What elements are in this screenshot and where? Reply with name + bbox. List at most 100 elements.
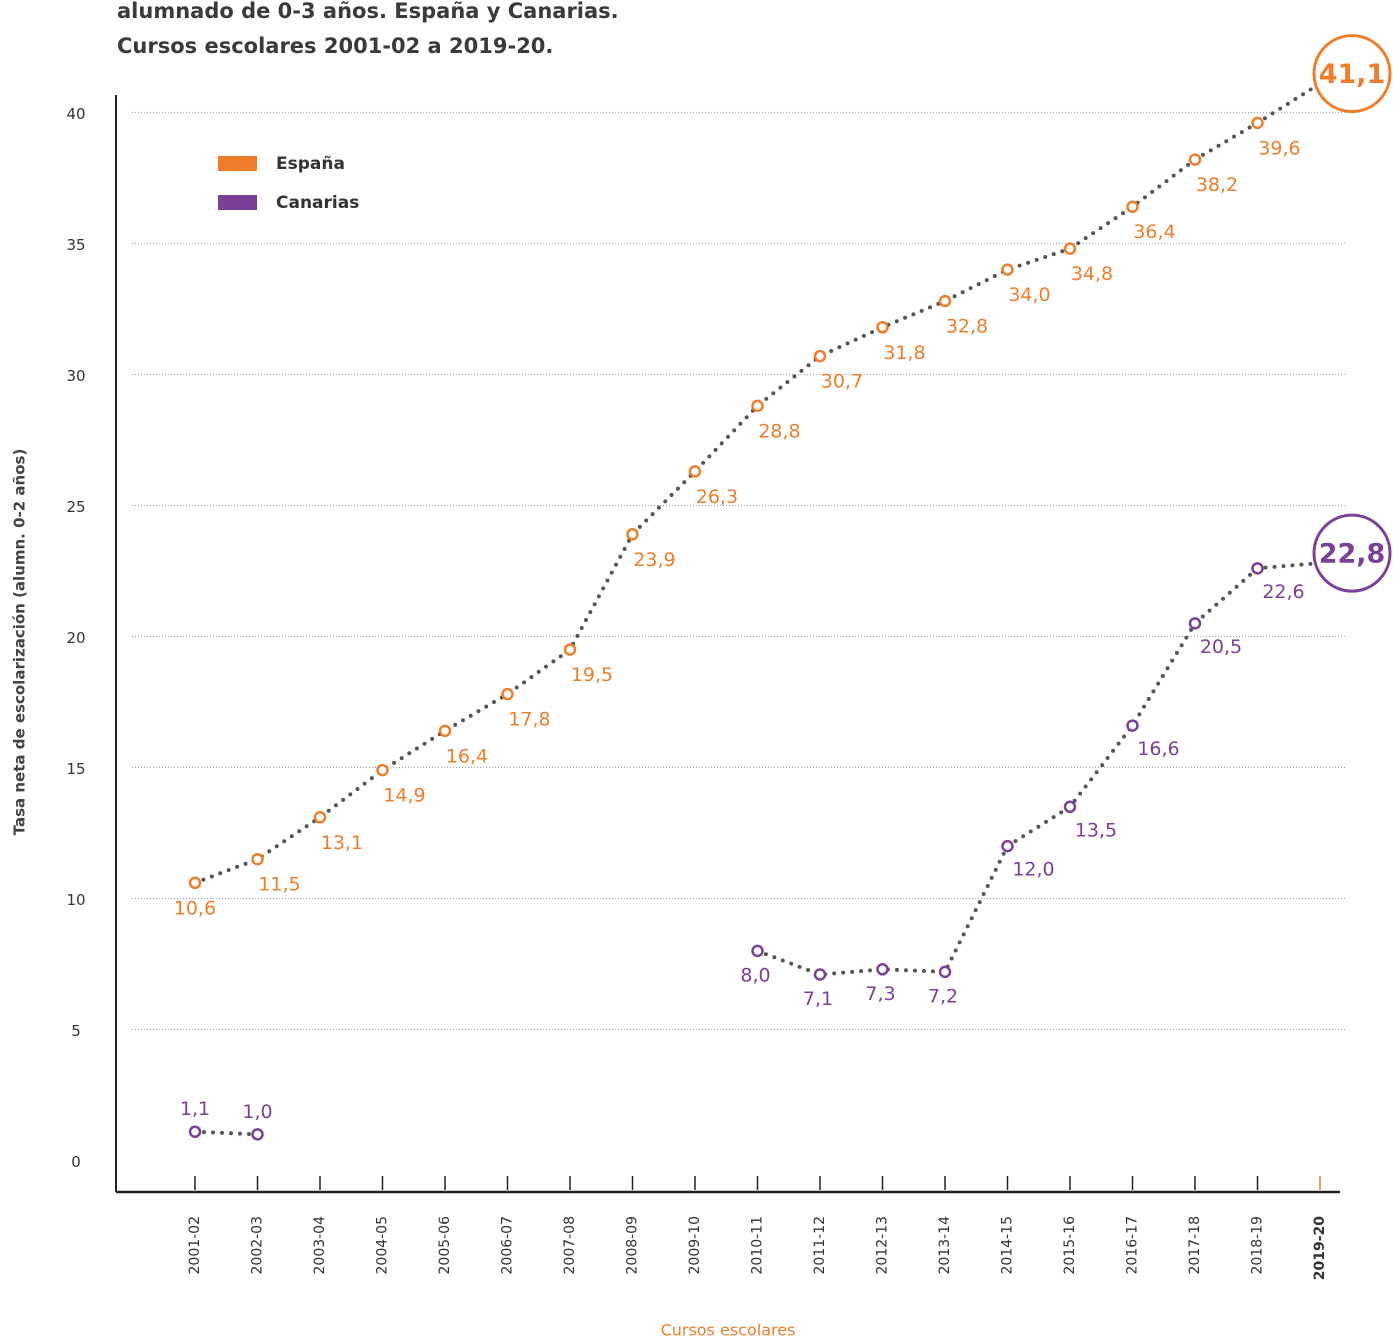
marker <box>188 876 202 890</box>
marker <box>1001 263 1014 276</box>
data-label: 17,8 <box>508 709 550 731</box>
marker <box>938 294 952 308</box>
data-label: 7,3 <box>865 983 895 1005</box>
marker <box>1188 153 1202 166</box>
marker <box>251 1128 264 1141</box>
data-label: 19,5 <box>571 664 613 686</box>
marker <box>1063 242 1077 255</box>
data-label: 38,2 <box>1196 174 1238 196</box>
x-axis-label: Cursos escolares <box>661 1321 796 1340</box>
marker <box>1251 562 1264 575</box>
marker <box>438 724 452 738</box>
data-label: 41,1 <box>1319 59 1386 90</box>
marker <box>251 852 264 866</box>
data-label: 10,6 <box>174 897 216 919</box>
x-tick-label: 2014-15 <box>1000 1216 1016 1275</box>
y-tick-label: 30 <box>66 367 85 385</box>
x-tick-label: 2001-02 <box>187 1216 203 1275</box>
x-tick-label: 2005-06 <box>437 1216 453 1275</box>
data-label: 22,6 <box>1262 581 1304 603</box>
marker <box>1251 116 1264 130</box>
highlight-marker <box>1312 513 1392 593</box>
x-tick-label: 2012-13 <box>875 1216 891 1275</box>
y-tick-label: 35 <box>66 236 85 254</box>
data-label: 28,8 <box>758 420 800 442</box>
marker <box>813 968 827 981</box>
marker <box>876 321 889 334</box>
marker <box>1188 617 1202 630</box>
highlight-marker <box>1312 34 1392 114</box>
data-label: 22,8 <box>1319 539 1386 570</box>
data-label: 1,0 <box>242 1101 272 1123</box>
data-label: 11,5 <box>258 874 300 896</box>
x-tick-label: 2018-19 <box>1250 1216 1266 1275</box>
marker <box>1126 200 1139 213</box>
x-tick-label: 2007-08 <box>562 1216 578 1275</box>
x-tick-label: 2010-11 <box>750 1216 766 1275</box>
marker <box>1063 800 1077 814</box>
data-label: 16,4 <box>446 745 488 767</box>
x-tick-label: 2015-16 <box>1062 1216 1078 1275</box>
marker <box>501 687 514 701</box>
marker <box>1126 719 1139 732</box>
legend-label: Canarias <box>276 193 359 213</box>
marker <box>376 763 389 777</box>
marker <box>688 465 702 478</box>
data-label: 12,0 <box>1012 859 1054 881</box>
data-label: 8,0 <box>740 964 770 986</box>
x-tick-label: 2002-03 <box>250 1216 266 1275</box>
marker <box>751 399 764 413</box>
marker <box>1001 839 1014 853</box>
data-label: 23,9 <box>633 549 675 571</box>
data-label: 1,1 <box>180 1098 210 1120</box>
y-tick-label: 5 <box>71 1022 81 1040</box>
legend-swatch <box>218 195 257 210</box>
data-label: 39,6 <box>1258 137 1300 159</box>
y-tick-label: 25 <box>66 498 85 516</box>
marker <box>313 811 327 824</box>
series-line <box>193 1129 260 1137</box>
x-tick-label: 2013-14 <box>937 1216 953 1275</box>
data-label: 30,7 <box>821 371 863 393</box>
x-tick-label: 2016-17 <box>1125 1216 1141 1275</box>
y-tick-label: 0 <box>71 1153 81 1171</box>
legend-label: España <box>276 154 345 174</box>
marker <box>938 965 952 979</box>
marker <box>751 944 764 958</box>
series-line <box>193 81 1322 885</box>
data-label: 13,5 <box>1075 819 1117 841</box>
marker <box>626 528 639 541</box>
data-label: 20,5 <box>1200 636 1242 658</box>
chart-subtitle: Cursos escolares 2001-02 a 2019-20. <box>117 34 553 58</box>
x-tick-label: 2017-18 <box>1187 1216 1203 1275</box>
x-tick-label: 2003-04 <box>312 1216 328 1275</box>
data-label: 26,3 <box>696 486 738 508</box>
x-tick-label: 2006-07 <box>500 1216 516 1275</box>
marker <box>563 643 577 656</box>
y-tick-label: 10 <box>66 891 85 909</box>
marker <box>188 1125 202 1138</box>
data-label: 7,1 <box>803 988 833 1010</box>
y-tick-label: 40 <box>66 105 85 123</box>
x-tick-label: 2004-05 <box>375 1216 391 1275</box>
data-label: 14,9 <box>383 785 425 807</box>
data-label: 13,1 <box>321 832 363 854</box>
chart-title: alumnado de 0-3 años. España y Canarias. <box>117 0 619 23</box>
data-label: 31,8 <box>883 342 925 364</box>
data-label: 32,8 <box>946 316 988 338</box>
x-tick-label: 2008-09 <box>625 1216 641 1275</box>
x-tick-label: 2011-12 <box>812 1216 828 1275</box>
data-label: 16,6 <box>1137 738 1179 760</box>
x-tick-label: 2019-20 <box>1312 1216 1328 1281</box>
data-label: 34,8 <box>1071 263 1113 285</box>
marker <box>813 349 827 363</box>
y-tick-label: 20 <box>66 629 85 647</box>
legend-swatch <box>218 156 257 171</box>
y-tick-label: 15 <box>66 760 85 778</box>
series-line <box>755 561 1322 977</box>
data-label: 7,2 <box>928 985 958 1007</box>
y-axis-label: Tasa neta de escolarización (alumn. 0-2 … <box>11 449 29 836</box>
marker <box>876 963 889 976</box>
data-label: 36,4 <box>1133 221 1175 243</box>
